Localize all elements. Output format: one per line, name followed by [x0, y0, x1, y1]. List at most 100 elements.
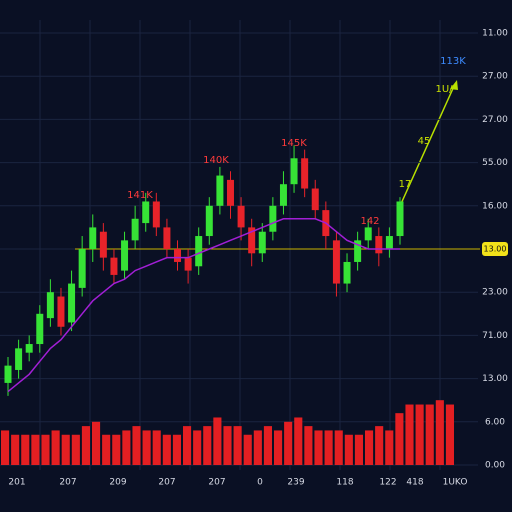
- volume-bar: [223, 426, 232, 465]
- candle-body: [131, 218, 139, 241]
- candle-body: [121, 240, 129, 271]
- candle-body: [396, 201, 404, 237]
- candle-body: [279, 184, 287, 206]
- volume-bar: [162, 434, 171, 465]
- volume-bar: [415, 404, 424, 465]
- volume-bar: [435, 400, 444, 465]
- candle-body: [174, 249, 182, 262]
- candle-body: [269, 205, 277, 232]
- candle-body: [25, 344, 33, 353]
- y-tick-label: 11.00: [482, 29, 508, 39]
- candle-body: [301, 158, 309, 189]
- volume-bar: [284, 421, 293, 465]
- x-tick-label: 0: [257, 478, 263, 488]
- x-tick-label: 118: [336, 478, 353, 488]
- candle-body: [163, 227, 171, 249]
- volume-bar: [21, 434, 30, 465]
- volume-bar: [395, 413, 404, 465]
- candle-body: [184, 257, 192, 271]
- annotation: 141K: [127, 190, 153, 201]
- candle-body: [226, 179, 234, 206]
- volume-bar: [233, 426, 242, 465]
- candle-body: [99, 231, 107, 258]
- volume-bar: [183, 426, 192, 465]
- volume-bar: [61, 434, 70, 465]
- candle-body: [237, 205, 245, 228]
- volume-bar: [51, 430, 60, 465]
- volume-bar: [334, 430, 343, 465]
- annotation: 1U/: [435, 84, 453, 95]
- candle-body: [15, 348, 23, 370]
- x-tick-label: 207: [59, 478, 76, 488]
- candle-body: [46, 292, 54, 319]
- volume-bar: [31, 434, 40, 465]
- volume-bar: [375, 426, 384, 465]
- y-tick-label: 55.00: [482, 158, 508, 168]
- volume-bar: [294, 417, 303, 465]
- candle-body: [258, 231, 266, 254]
- candle-body: [89, 227, 97, 249]
- candle-body: [216, 175, 224, 206]
- trend-arrow: [399, 83, 456, 207]
- volume-bar: [344, 434, 353, 465]
- volume-bar: [122, 430, 131, 465]
- candle-body: [57, 296, 65, 327]
- candle-body: [110, 257, 118, 275]
- volume-bar: [1, 430, 10, 465]
- candle-body: [343, 261, 351, 284]
- annotation: 140K: [203, 155, 229, 166]
- volume-bar: [263, 426, 272, 465]
- trend-arrow-head: [450, 80, 458, 90]
- volume-bar: [405, 404, 414, 465]
- candle-body: [142, 201, 150, 224]
- annotation: 113K: [440, 56, 466, 67]
- volume-bar: [425, 404, 434, 465]
- y-tick-label: 13.00: [482, 374, 508, 384]
- volume-bar: [152, 430, 161, 465]
- volume-bar: [324, 430, 333, 465]
- candle-body: [68, 283, 76, 323]
- candle-body: [4, 365, 12, 383]
- x-tick-label: 122: [379, 478, 396, 488]
- volume-bar: [274, 430, 283, 465]
- volume-bar: [243, 434, 252, 465]
- x-tick-label: 209: [109, 478, 126, 488]
- volume-bar: [213, 417, 222, 465]
- y-tick-label: 23.00: [482, 288, 508, 298]
- y-tick-label: 16.00: [482, 201, 508, 211]
- volume-bar: [304, 426, 313, 465]
- volume-bar: [253, 430, 262, 465]
- x-tick-label: 207: [158, 478, 175, 488]
- volume-bar: [81, 426, 90, 465]
- volume-bar: [314, 430, 323, 465]
- candle-body: [364, 227, 372, 241]
- volume-bar: [112, 434, 121, 465]
- y-tick-label: 27.00: [482, 115, 508, 125]
- y-tick-label: 6.00: [485, 417, 505, 427]
- volume-bar: [142, 430, 151, 465]
- annotation: 145K: [281, 138, 307, 149]
- candle-body: [36, 313, 44, 345]
- candle-body: [205, 205, 213, 237]
- volume-bar: [132, 426, 141, 465]
- volume-bar: [445, 404, 454, 465]
- candle-body: [152, 201, 160, 228]
- candle-body: [78, 249, 86, 288]
- candle-body: [385, 236, 393, 249]
- x-tick-label: 207: [208, 478, 225, 488]
- volume-bar: [354, 434, 363, 465]
- moving-average: [7, 218, 400, 393]
- annotation: 45: [418, 136, 431, 147]
- x-tick-label: 201: [8, 478, 25, 488]
- volume-bar: [92, 421, 101, 465]
- x-tick-label: 418: [406, 478, 423, 488]
- candle-body: [375, 236, 383, 254]
- candle-body: [248, 227, 256, 254]
- volume-bar: [41, 434, 50, 465]
- annotation: 17: [399, 179, 412, 190]
- volume-bar: [203, 426, 212, 465]
- volume-bar: [11, 434, 20, 465]
- tick-highlight: [482, 242, 508, 256]
- y-tick-label: 13.00: [484, 245, 507, 254]
